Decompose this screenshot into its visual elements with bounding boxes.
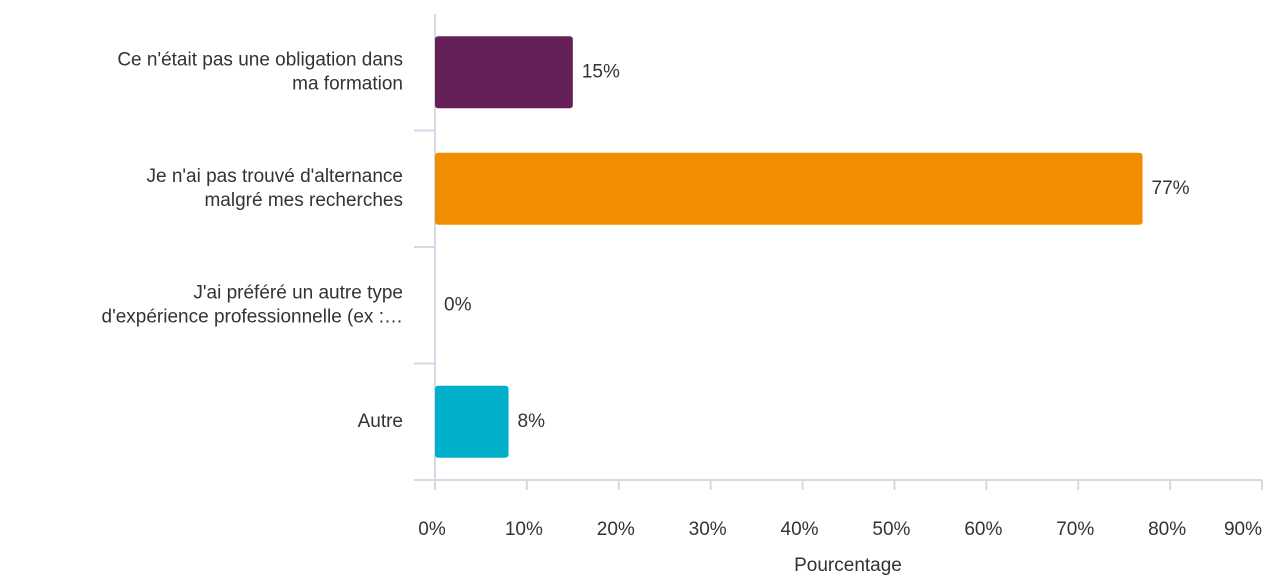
x-tick-label: 40% bbox=[781, 519, 819, 540]
category-label: Ce n'était pas une obligation dans ma for… bbox=[117, 49, 403, 94]
x-tick-label: 60% bbox=[964, 519, 1002, 540]
x-tick-label: 30% bbox=[689, 519, 727, 540]
category-label: J'ai préféré un autre type d'expérience p… bbox=[102, 282, 403, 327]
x-tick-label: 80% bbox=[1148, 519, 1186, 540]
bar bbox=[435, 36, 573, 109]
x-tick-label: 0% bbox=[418, 519, 446, 540]
category-label: Autre bbox=[358, 411, 403, 432]
x-tick-label: 70% bbox=[1056, 519, 1094, 540]
bar bbox=[435, 152, 1143, 225]
x-tick-label: 20% bbox=[597, 519, 635, 540]
value-label: 77% bbox=[1152, 178, 1190, 199]
value-label: 15% bbox=[582, 61, 620, 82]
value-label: 0% bbox=[444, 294, 472, 315]
bar bbox=[435, 385, 509, 458]
x-tick-label: 50% bbox=[872, 519, 910, 540]
x-axis-label: Pourcentage bbox=[794, 555, 902, 576]
value-label: 8% bbox=[518, 411, 546, 432]
category-label: Je n'ai pas trouvé d'alternance malgré me… bbox=[146, 166, 403, 211]
x-tick-label: 10% bbox=[505, 519, 543, 540]
x-tick-label: 90% bbox=[1224, 519, 1262, 540]
